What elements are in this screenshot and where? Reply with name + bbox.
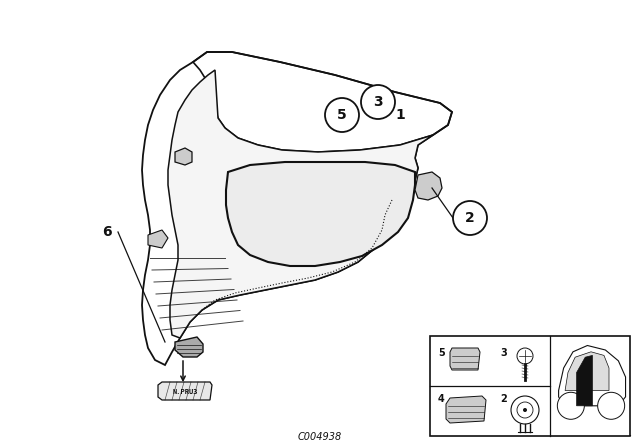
Circle shape	[523, 408, 527, 412]
Polygon shape	[565, 352, 609, 391]
Text: 3: 3	[500, 348, 507, 358]
Text: 6: 6	[102, 225, 112, 239]
Bar	[430, 336, 630, 436]
Polygon shape	[175, 337, 203, 357]
Text: 5: 5	[438, 348, 445, 358]
Circle shape	[511, 396, 539, 424]
Polygon shape	[446, 396, 486, 423]
Polygon shape	[577, 355, 593, 406]
Circle shape	[517, 348, 533, 364]
Polygon shape	[450, 348, 480, 370]
Circle shape	[557, 392, 584, 419]
Polygon shape	[168, 70, 433, 338]
Circle shape	[361, 85, 395, 119]
Circle shape	[598, 392, 625, 419]
Circle shape	[453, 201, 487, 235]
Polygon shape	[148, 230, 168, 248]
Text: C004938: C004938	[298, 432, 342, 442]
Text: 2: 2	[500, 394, 507, 404]
Text: 2: 2	[465, 211, 475, 225]
Polygon shape	[226, 162, 415, 266]
Polygon shape	[158, 382, 212, 400]
Text: 4: 4	[438, 394, 445, 404]
Polygon shape	[175, 148, 192, 165]
Text: 5: 5	[337, 108, 347, 122]
Polygon shape	[415, 172, 442, 200]
Text: 1: 1	[395, 108, 405, 122]
Circle shape	[325, 98, 359, 132]
Text: N.PRU3: N.PRU3	[172, 389, 198, 395]
Text: 3: 3	[373, 95, 383, 109]
